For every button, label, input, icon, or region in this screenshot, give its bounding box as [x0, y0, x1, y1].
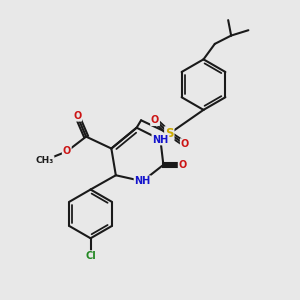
- Text: CH₃: CH₃: [35, 156, 54, 165]
- Text: O: O: [178, 160, 187, 170]
- Text: NH: NH: [152, 135, 169, 145]
- Text: O: O: [151, 115, 159, 125]
- Text: O: O: [63, 146, 71, 157]
- Text: Cl: Cl: [85, 251, 96, 261]
- Text: S: S: [165, 127, 174, 140]
- Text: O: O: [73, 111, 81, 121]
- Text: O: O: [181, 139, 189, 149]
- Text: NH: NH: [134, 176, 151, 186]
